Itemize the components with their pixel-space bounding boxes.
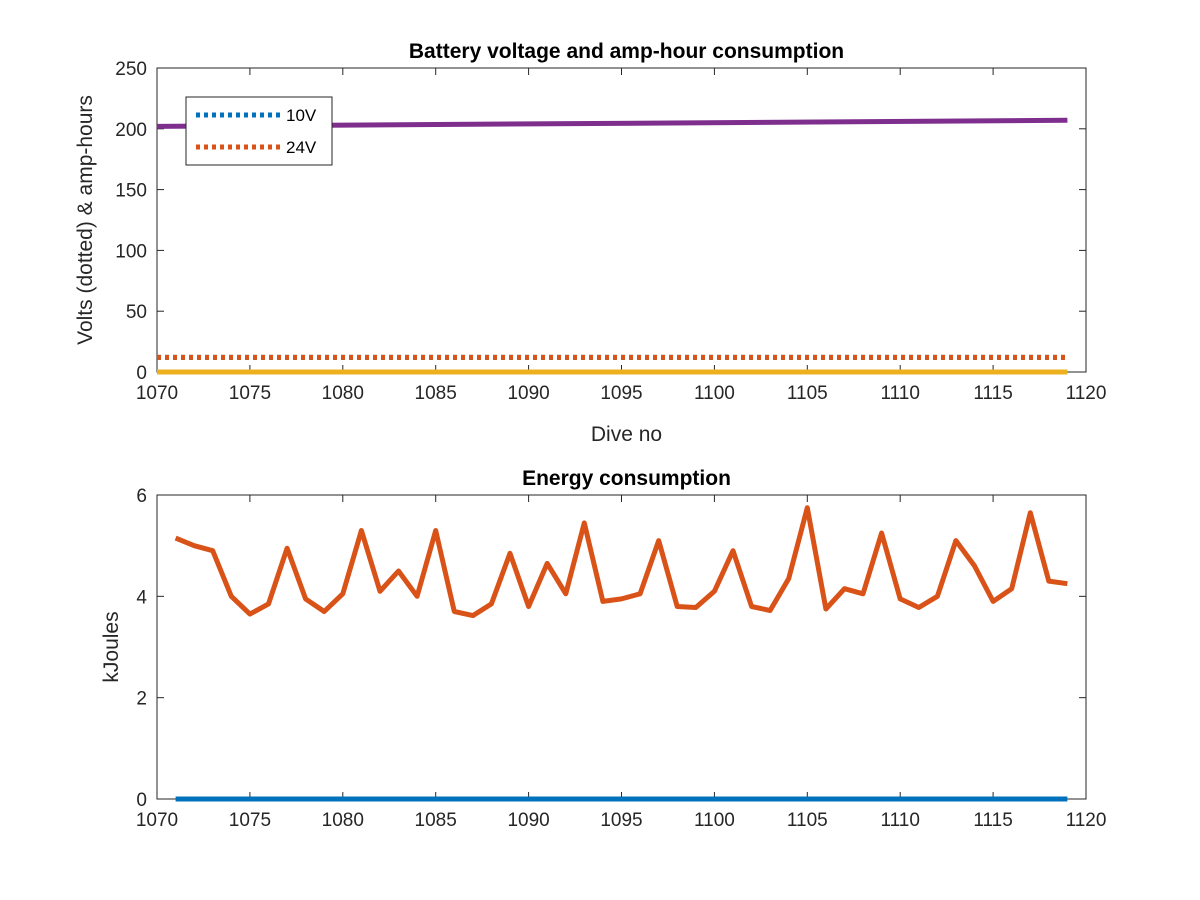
y-tick-label: 6: [136, 486, 147, 507]
x-tick-label: 1085: [415, 810, 457, 831]
x-tick-label: 1105: [787, 383, 828, 404]
y-axis-label: kJoules: [100, 611, 123, 682]
x-tick-label: 1100: [694, 810, 735, 831]
legend-label: 24V: [286, 138, 317, 157]
y-tick-label: 100: [115, 241, 147, 262]
x-tick-label: 1110: [880, 383, 919, 404]
legend: 10V 24V: [185, 96, 333, 166]
y-tick-label: 200: [115, 120, 147, 141]
chart-title: Battery voltage and amp-hour consumption: [409, 40, 844, 63]
x-tick-label: 1075: [229, 383, 271, 404]
legend-box: [185, 96, 333, 166]
x-tick-label: 1090: [507, 810, 549, 831]
series-line-orange: [174, 505, 1068, 619]
x-tick-label: 1080: [322, 383, 364, 404]
x-tick-label: 1110: [880, 810, 919, 831]
voltage-subplot: 1070 1075 1080 1085 1090 1095 1100 1105 1110 1115…: [74, 40, 1106, 446]
x-tick-label: 1095: [600, 383, 642, 404]
y-tick-label: 0: [136, 790, 147, 811]
x-tick-label: 1070: [136, 383, 178, 404]
y-tick-label: 4: [136, 587, 147, 608]
x-tick-label: 1105: [787, 810, 828, 831]
y-tick-label: 0: [136, 363, 147, 384]
x-tick-label: 1120: [1066, 383, 1107, 404]
x-tick-label: 1100: [694, 383, 735, 404]
y-tick-label: 250: [115, 59, 147, 80]
x-tick-label: 1120: [1066, 810, 1107, 831]
chart-title: Energy consumption: [522, 467, 731, 490]
x-tick-label: 1115: [973, 383, 1012, 404]
legend-label: 10V: [286, 106, 317, 125]
x-tick-label: 1070: [136, 810, 178, 831]
y-tick-label: 50: [126, 302, 147, 323]
energy-subplot: 1070 1075 1080 1085 1090 1095 1100 1105 1110 1115…: [100, 467, 1106, 831]
x-tick-label: 1075: [229, 810, 271, 831]
x-tick-label: 1115: [973, 810, 1012, 831]
y-tick-label: 150: [115, 181, 147, 202]
y-axis-label: Volts (dotted) & amp-hours: [74, 95, 97, 345]
x-tick-label: 1095: [600, 810, 642, 831]
y-tick-label: 2: [136, 689, 147, 710]
x-axis-label: Dive no: [591, 423, 662, 446]
x-tick-label: 1090: [507, 383, 549, 404]
x-tick-label: 1085: [415, 383, 457, 404]
x-tick-label: 1080: [322, 810, 364, 831]
plot-area: [156, 494, 1087, 800]
